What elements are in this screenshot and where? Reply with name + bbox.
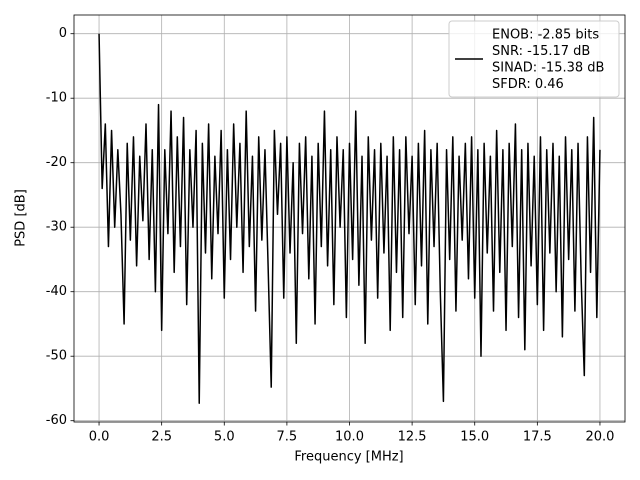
y-tick-label: -10 bbox=[46, 91, 67, 106]
legend-label: ENOB: -2.85 bits SNR: -15.17 dB SINAD: -15… bbox=[492, 27, 604, 92]
psd-line bbox=[98, 33, 601, 405]
x-tick-label: 7.5 bbox=[277, 430, 298, 445]
x-tick-label: 5.0 bbox=[214, 430, 235, 445]
x-tick-label: 10.0 bbox=[335, 430, 364, 445]
legend-line: ENOB: -2.85 bits bbox=[492, 27, 599, 42]
y-tick-label: 0 bbox=[59, 26, 67, 41]
legend-line: SINAD: -15.38 dB bbox=[492, 60, 604, 75]
x-tick-label: 20.0 bbox=[585, 430, 614, 445]
legend-box bbox=[448, 20, 620, 98]
y-tick-label: -40 bbox=[46, 284, 67, 299]
x-tick-label: 12.5 bbox=[398, 430, 427, 445]
x-tick-label: 15.0 bbox=[460, 430, 489, 445]
y-tick-label: -20 bbox=[46, 155, 67, 170]
y-tick-label: -50 bbox=[46, 349, 67, 364]
plot-frame bbox=[73, 14, 626, 423]
legend-line: SFDR: 0.46 bbox=[492, 76, 564, 91]
x-axis-label: Frequency [MHz] bbox=[294, 450, 403, 465]
y-axis-label: PSD [dB] bbox=[14, 189, 29, 247]
y-tick-label: -60 bbox=[46, 413, 67, 428]
x-tick-label: 0.0 bbox=[89, 430, 110, 445]
x-tick-label: 2.5 bbox=[151, 430, 172, 445]
x-tick-label: 17.5 bbox=[523, 430, 552, 445]
legend-line: SNR: -15.17 dB bbox=[492, 43, 590, 58]
y-tick-label: -30 bbox=[46, 220, 67, 235]
